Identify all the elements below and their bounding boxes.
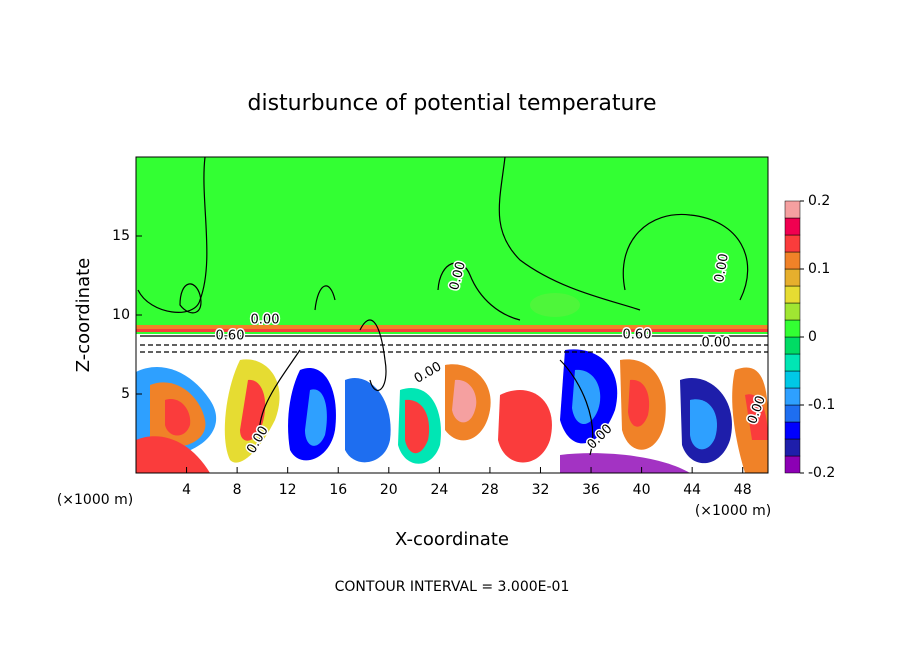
x-tick-label: 28 [481, 482, 499, 498]
x-tick-label: 32 [532, 482, 550, 498]
chart-title: disturbunce of potential temperature [248, 91, 657, 116]
colorbar-segment [784, 387, 801, 406]
x-axis-label: X-coordinate [395, 529, 509, 550]
colorbar-segment [784, 285, 801, 304]
colorbar-tick-label: -0.1 [808, 397, 835, 413]
colorbar-segment [784, 319, 801, 338]
y-tick-label: 10 [112, 307, 130, 323]
x-unit-label: (×1000 m) [57, 492, 133, 508]
colorbar-tick-label: 0 [808, 329, 817, 345]
colorbar-segment [784, 217, 801, 236]
x-tick-label: 44 [683, 482, 701, 498]
x-tick-label: 16 [329, 482, 347, 498]
colorbar-segment [784, 251, 801, 270]
colorbar-segment [784, 438, 801, 457]
y-tick-label: 15 [112, 228, 130, 244]
colorbar-segment [784, 421, 801, 440]
colorbar-segment [784, 234, 801, 253]
colorbar-tick-label: -0.2 [808, 465, 835, 481]
x-tick-label: 4 [182, 482, 191, 498]
contour-label: 0.60 [623, 328, 652, 343]
x-tick-label: 40 [633, 482, 651, 498]
x-tick-label: 48 [734, 482, 752, 498]
colorbar-segment [784, 302, 801, 321]
colorbar-tick-label: 0.2 [808, 193, 830, 209]
colorbar-segment [784, 336, 801, 355]
contour-label: 0.60 [216, 329, 245, 344]
colorbar-segment [784, 455, 801, 474]
colorbar-segment [784, 370, 801, 389]
field [136, 157, 768, 473]
colorbar-segment [784, 353, 801, 372]
colorbar-segment [784, 200, 801, 219]
colorbar-tick-label: 0.1 [808, 261, 830, 277]
contour-label: 0.00 [712, 252, 732, 283]
contour-label: 0.00 [251, 313, 280, 328]
x-tick-label: 20 [380, 482, 398, 498]
y-axis-label: Z-coordinate [73, 258, 94, 373]
footer-note: CONTOUR INTERVAL = 3.000E-01 [335, 579, 570, 595]
x-unit-label: (×1000 m) [695, 503, 771, 519]
x-tick-label: 36 [582, 482, 600, 498]
x-tick-label: 24 [430, 482, 448, 498]
y-tick-label: 5 [121, 386, 130, 402]
contour-label: 0.00 [702, 336, 731, 351]
x-tick-label: 12 [279, 482, 297, 498]
x-tick-label: 8 [233, 482, 242, 498]
colorbar-segment [784, 404, 801, 423]
colorbar-segment [784, 268, 801, 287]
